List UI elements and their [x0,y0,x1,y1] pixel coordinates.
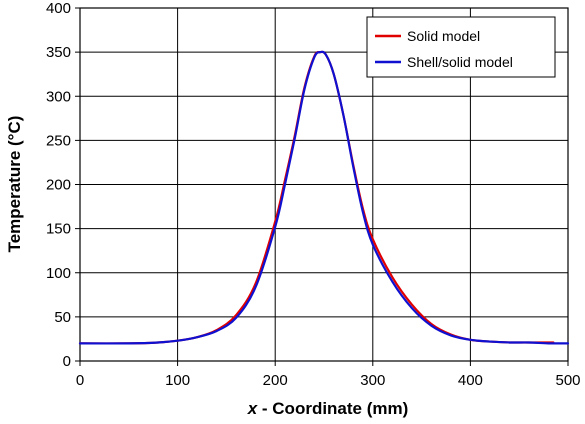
y-tick-label: 400 [46,0,71,17]
y-tick-label: 300 [46,88,71,105]
series-line-solid-model [78,50,555,345]
legend: Solid model Shell/solid model [366,16,556,78]
x-tick-label: 200 [263,372,288,389]
x-axis-label-rest: - Coordinate (mm) [257,399,408,418]
y-tick-label: 100 [46,265,71,282]
x-axis-title: x - Coordinate (mm) [247,399,409,418]
y-tick-label: 50 [54,309,71,326]
data-series [78,50,570,345]
x-tick-label: 500 [555,372,580,389]
x-axis-variable: x [247,399,259,418]
tick-labels: 0 100 200 300 400 500 0 50 100 150 200 250 300 350 400 [46,0,581,389]
x-tick-label: 300 [360,372,385,389]
y-axis-title: Temperature (°C) [5,116,24,253]
series-line-shell-solid-model [78,50,570,345]
y-tick-label: 250 [46,132,71,149]
y-tick-label: 0 [63,353,71,370]
legend-box [366,16,556,78]
plot-frame [75,7,569,366]
y-tick-label: 150 [46,221,71,238]
legend-label-solid-model: Solid model [407,28,480,44]
y-tick-label: 350 [46,44,71,61]
x-tick-label: 0 [76,372,84,389]
x-tick-label: 400 [458,372,483,389]
y-tick-label: 200 [46,177,71,194]
x-tick-label: 100 [165,372,190,389]
legend-label-shell-solid-model: Shell/solid model [407,54,513,70]
